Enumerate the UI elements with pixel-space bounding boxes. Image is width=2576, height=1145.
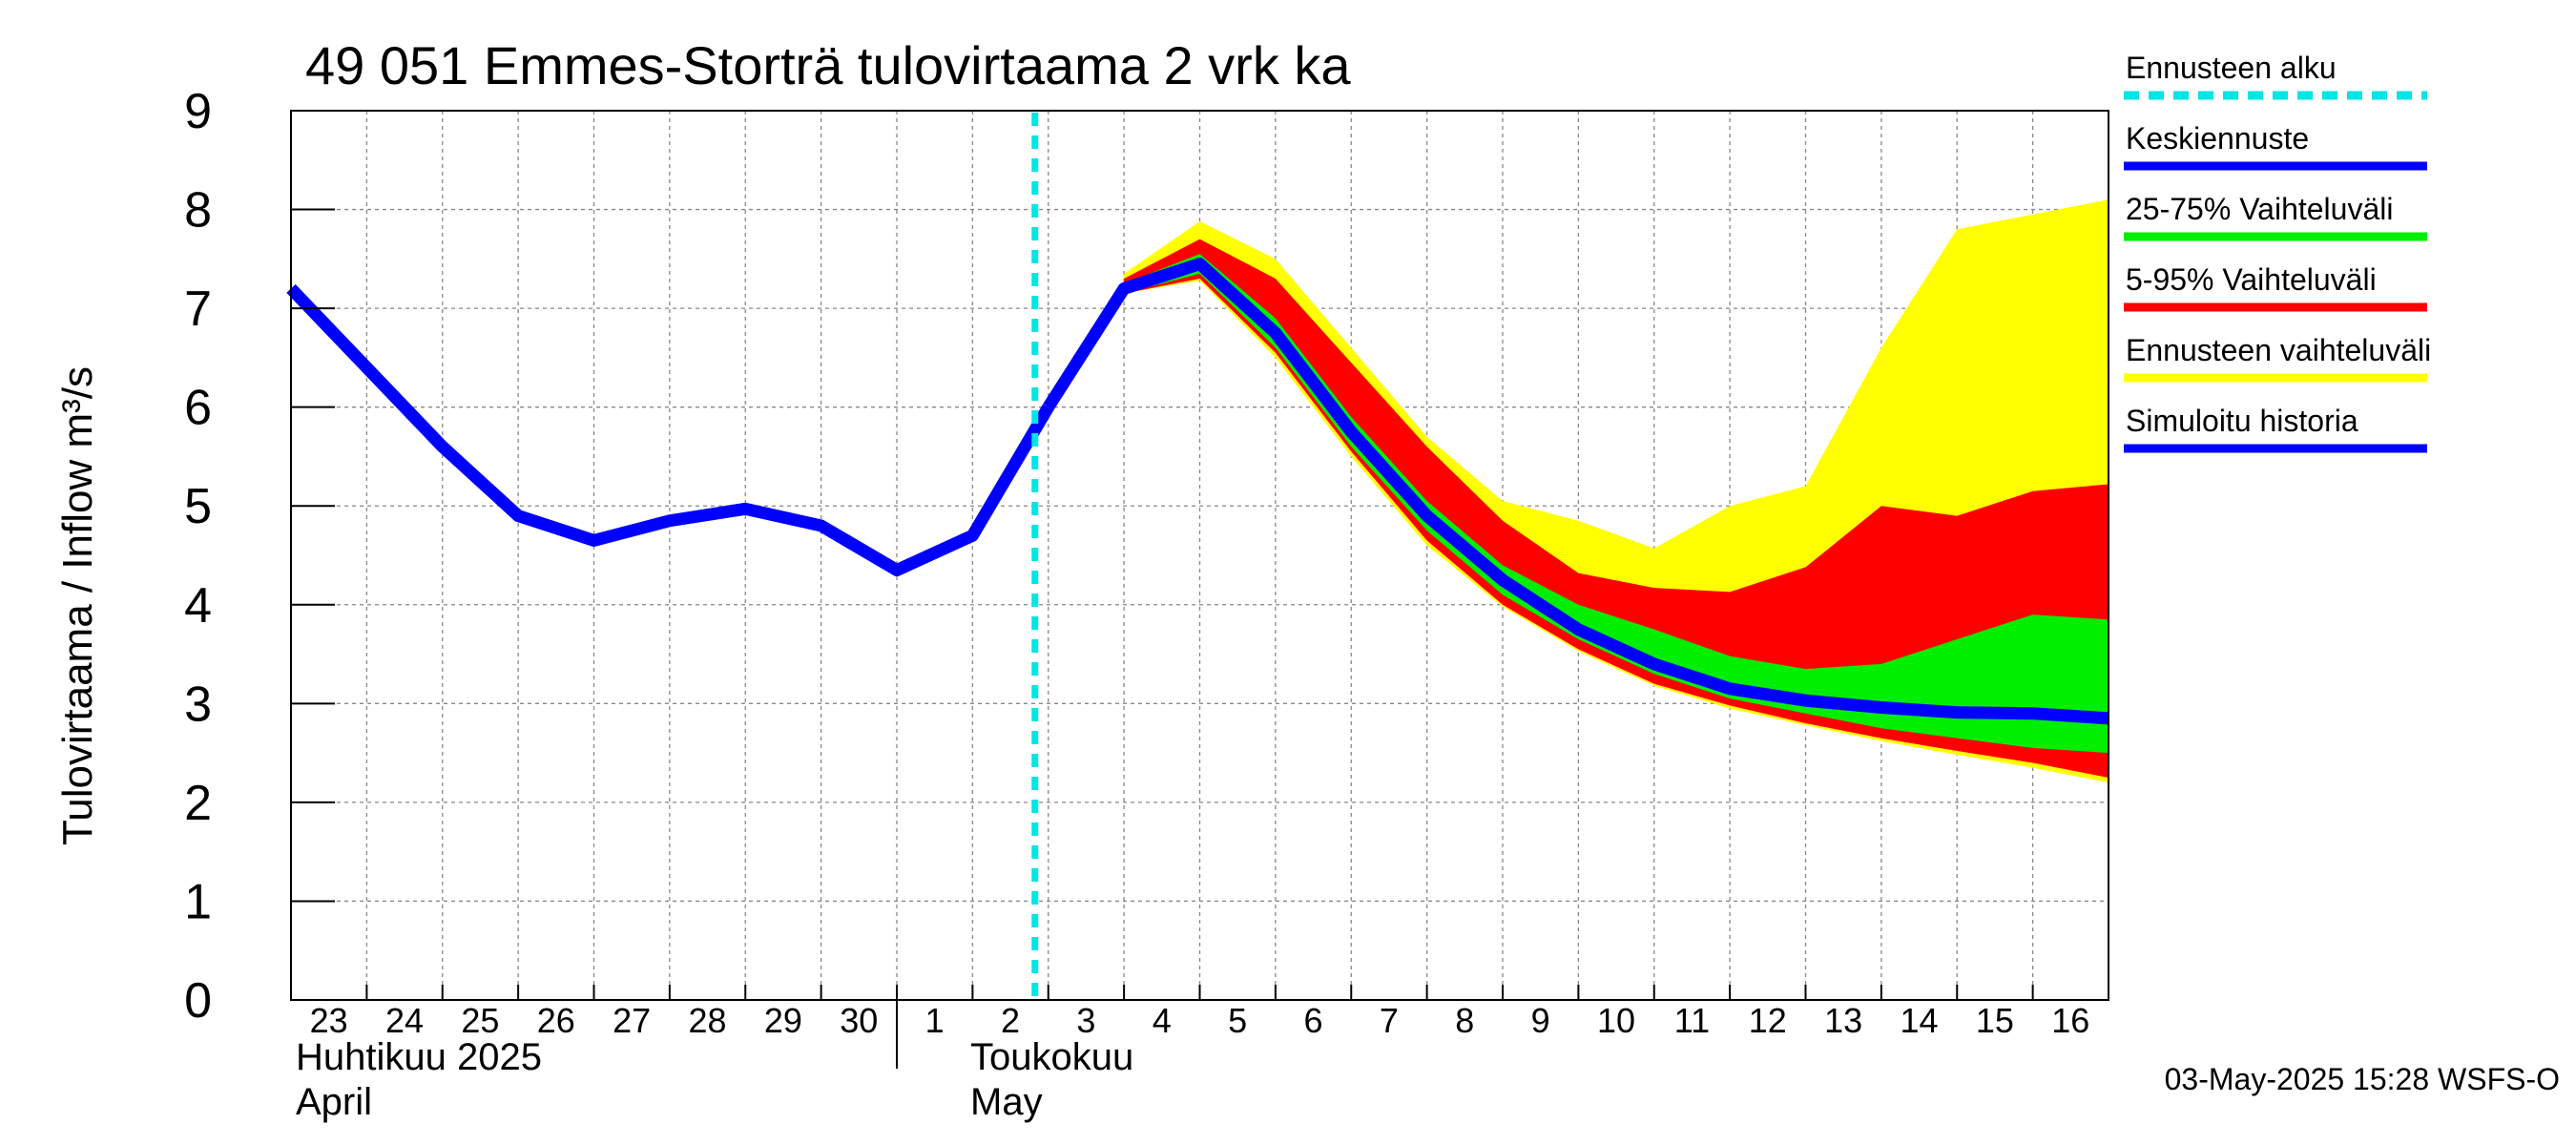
x-tick-label: 5 [1228,1001,1247,1040]
legend-label: Simuloitu historia [2126,404,2358,438]
y-tick-label: 9 [184,84,212,139]
x-tick-label: 10 [1597,1001,1635,1040]
forecast-bands [1124,199,2109,783]
x-tick-label: 4 [1153,1001,1172,1040]
line-simuloitu-historia [286,283,1054,577]
x-tick-label: 3 [1076,1001,1095,1040]
y-tick-label: 0 [184,973,212,1029]
legend-label: Ennusteen alku [2126,51,2337,85]
x-tick-label: 1 [925,1001,945,1040]
y-tick-label: 7 [184,281,212,337]
x-tick-label: 26 [537,1001,575,1040]
y-tick-label: 2 [184,776,212,831]
x-tick-label: 13 [1824,1001,1862,1040]
x-tick-label: 29 [764,1001,802,1040]
x-tick-label: 23 [310,1001,348,1040]
x-axis-ticks: 23 24 25 26 27 28 29 30 1 2 3 4 5 6 7 8 9 10 11 12 13 14 15 16 [290,985,2089,1040]
footer-timestamp: 03-May-2025 15:28 WSFS-O [2165,1062,2560,1096]
month-label: Huhtikuu 2025 [296,1036,542,1078]
y-tick-label: 6 [184,381,212,436]
x-tick-label: 8 [1455,1001,1474,1040]
y-tick-label: 8 [184,183,212,239]
month-label-en: April [296,1081,372,1123]
x-tick-label: 14 [1901,1001,1939,1040]
x-tick-label: 12 [1749,1001,1787,1040]
month-label-en: May [970,1081,1043,1123]
x-tick-label: 15 [1976,1001,2014,1040]
x-tick-label: 11 [1674,1001,1710,1040]
y-tick-label: 1 [184,874,212,929]
band-5-95-vaihteluv-li [1124,239,2109,779]
x-tick-label: 6 [1304,1001,1323,1040]
x-tick-label: 9 [1531,1001,1550,1040]
legend-label: Ennusteen vaihteluväli [2126,333,2431,367]
x-tick-label: 28 [689,1001,727,1040]
x-tick-label: 30 [840,1001,878,1040]
legend-label: Keskiennuste [2126,121,2309,156]
y-tick-label: 5 [184,479,212,534]
x-tick-label: 16 [2051,1001,2089,1040]
x-tick-label: 7 [1380,1001,1399,1040]
month-label: Toukokuu [970,1036,1133,1078]
line-keskiennuste [1043,258,2109,725]
legend-label: 25-75% Vaihteluväli [2126,192,2393,226]
y-tick-label: 3 [184,677,212,732]
y-axis-ticks: 0 1 2 3 4 5 6 7 8 9 [184,84,335,1029]
x-tick-label: 2 [1001,1001,1020,1040]
x-tick-label: 24 [385,1001,424,1040]
x-tick-label: 27 [613,1001,651,1040]
y-tick-label: 4 [184,578,212,634]
x-tick-label: 25 [461,1001,499,1040]
y-axis-label: Tulovirtaama / Inflow m³/s [54,366,101,845]
legend-label: 5-95% Vaihteluväli [2126,262,2377,297]
legend: Ennusteen alku Keskiennuste 25-75% Vaihtel… [2124,51,2431,453]
chart-title: 49 051 Emmes-Storträ tulovirtaama 2 vrk … [305,35,1351,95]
series-lines [286,258,2109,725]
